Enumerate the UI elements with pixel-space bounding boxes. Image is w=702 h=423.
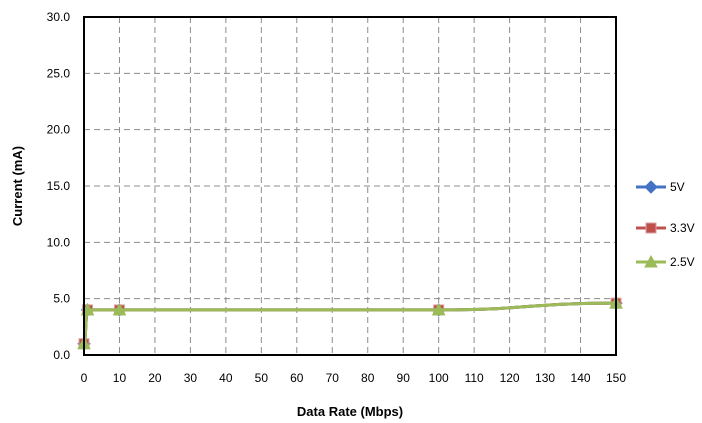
legend-marker	[645, 222, 657, 234]
x-tick-label: 90	[397, 371, 411, 385]
series-2.5V	[77, 296, 623, 350]
legend-label: 2.5V	[670, 255, 695, 269]
x-tick-label: 70	[326, 371, 340, 385]
plot-area-frame	[83, 16, 617, 356]
data-point	[112, 302, 127, 316]
x-tick-label: 150	[606, 371, 626, 385]
x-tick-label: 130	[535, 371, 555, 385]
x-tick-label: 100	[429, 371, 449, 385]
legend-label: 3.3V	[670, 221, 695, 235]
x-tick-label: 0	[81, 371, 88, 385]
x-tick-label: 50	[255, 371, 269, 385]
x-tick-label: 10	[113, 371, 127, 385]
data-point	[431, 302, 446, 316]
gridlines	[84, 17, 616, 355]
x-tick-label: 40	[219, 371, 233, 385]
y-tick-label: 10.0	[47, 235, 71, 249]
legend-label: 5V	[670, 180, 685, 194]
x-axis-title: Data Rate (Mbps)	[297, 404, 403, 419]
y-tick-label: 5.0	[53, 292, 70, 306]
y-tick-label: 25.0	[47, 66, 71, 80]
legend: 5V 3.3V 2.5V	[636, 180, 695, 269]
x-axis-ticks: 0 10 20 30 40 50 60 70 80 90 100 110 120 130 140 150	[81, 371, 627, 385]
legend-item: 2.5V	[636, 254, 695, 269]
y-tick-label: 0.0	[53, 348, 70, 362]
y-tick-label: 30.0	[47, 10, 71, 24]
x-tick-label: 80	[361, 371, 375, 385]
x-tick-label: 120	[500, 371, 520, 385]
series-layer	[77, 296, 623, 351]
series-line	[82, 301, 617, 346]
x-tick-label: 30	[184, 371, 198, 385]
legend-marker	[644, 254, 658, 268]
x-tick-label: 110	[465, 371, 484, 385]
y-axis-ticks: 0.0 5.0 10.0 15.0 20.0 25.0 30.0	[47, 10, 71, 362]
x-tick-label: 60	[290, 371, 304, 385]
x-tick-label: 20	[148, 371, 162, 385]
y-axis-title: Current (mA)	[10, 146, 25, 226]
legend-marker	[644, 180, 658, 194]
y-tick-label: 20.0	[47, 123, 71, 137]
x-tick-label: 140	[571, 371, 591, 385]
legend-item: 5V	[636, 180, 685, 194]
legend-item: 3.3V	[636, 221, 695, 235]
y-tick-label: 15.0	[47, 179, 71, 193]
